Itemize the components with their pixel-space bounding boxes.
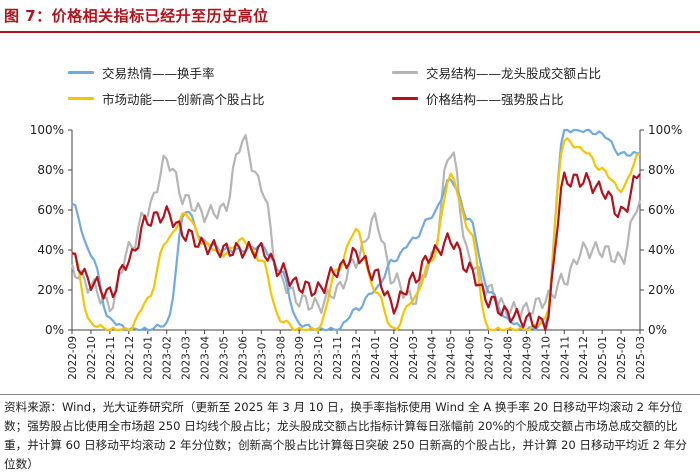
line-chart: 0% 0% 20% 20% 40% 40% 60% 60% 80% 80% 100% 100% 2022… [30,123,683,380]
legend-item-strong-stock: 价格结构——强势股占比 [392,89,564,108]
y-tick-label: 100% [30,123,64,137]
series-line-3 [71,171,641,332]
y2-tick-label: 60% [648,203,675,217]
chart-title: 图 7：价格相关指标已经升至历史高位 [4,7,269,25]
x-tick-label: 2023-12 [351,336,363,380]
x-tick-label: 2024-03 [408,336,420,380]
chart-labels: 0% 0% 20% 20% 40% 40% 60% 60% 80% 80% 100% 100% 2022… [30,123,683,380]
y2-tick-label: 80% [648,163,675,177]
y2-tick-label: 40% [648,243,675,257]
title-rule [0,31,700,33]
x-tick-label: 2024-07 [484,336,496,380]
legend-label: 市场动能——创新高个股占比 [102,92,265,107]
legend-label: 交易热情——换手率 [102,66,215,81]
y-tick-label: 80% [37,163,64,177]
legend-item-leader-share: 交易结构——龙头股成交额占比 [392,63,601,82]
legend-label: 交易结构——龙头股成交额占比 [426,66,602,81]
legend-swatch [392,71,418,74]
legend-item-turnover: 交易热情——换手率 [68,63,215,82]
legend-swatch [68,71,94,74]
x-tick-label: 2024-10 [540,336,552,380]
x-tick-label: 2023-01 [143,336,155,380]
x-tick-label: 2022-09 [67,336,79,380]
x-tick-label: 2025-01 [597,336,609,380]
x-tick-label: 2023-10 [313,336,325,380]
x-tick-label: 2023-03 [181,336,193,380]
series-line-2 [71,137,641,332]
chart-series [70,128,642,332]
x-tick-label: 2024-05 [446,336,458,380]
x-tick-label: 2024-11 [559,336,571,380]
x-tick-label: 2023-08 [275,336,287,380]
x-tick-label: 2022-10 [86,336,98,380]
source-note: 资料来源：Wind，光大证券研究所（更新至 2025 年 3 月 10 日，换手… [4,400,687,471]
x-tick-label: 2022-11 [105,336,117,380]
x-tick-label: 2025-02 [616,336,628,380]
y-tick-label: 60% [37,203,64,217]
x-tick-label: 2024-08 [502,336,514,380]
y2-tick-label: 0% [648,323,667,337]
y-tick-label: 0% [45,323,64,337]
x-tick-label: 2023-07 [256,336,268,380]
y2-tick-label: 20% [648,283,675,297]
x-tick-label: 2025-03 [635,336,647,380]
x-tick-label: 2023-06 [237,336,249,380]
x-tick-label: 2024-06 [465,336,477,380]
x-tick-label: 2023-09 [294,336,306,380]
x-tick-label: 2024-04 [427,336,439,380]
y2-tick-label: 100% [648,123,682,137]
source-rule [0,394,700,395]
x-tick-label: 2023-11 [332,336,344,380]
y-tick-label: 40% [37,243,64,257]
x-tick-label: 2023-04 [200,336,212,380]
series-line-1 [70,134,642,319]
x-tick-label: 2022-12 [124,336,136,380]
x-tick-label: 2024-09 [521,336,533,380]
x-tick-label: 2024-02 [389,336,401,380]
series-line-0 [71,128,641,332]
legend-swatch [68,97,94,100]
legend-item-new-high: 市场动能——创新高个股占比 [68,89,265,108]
legend-label: 价格结构——强势股占比 [426,92,564,107]
y-tick-label: 20% [37,283,64,297]
legend-swatch [392,97,418,100]
x-tick-label: 2024-12 [578,336,590,380]
x-tick-label: 2024-01 [370,336,382,380]
x-tick-label: 2023-05 [218,336,230,380]
x-tick-label: 2023-02 [162,336,174,380]
